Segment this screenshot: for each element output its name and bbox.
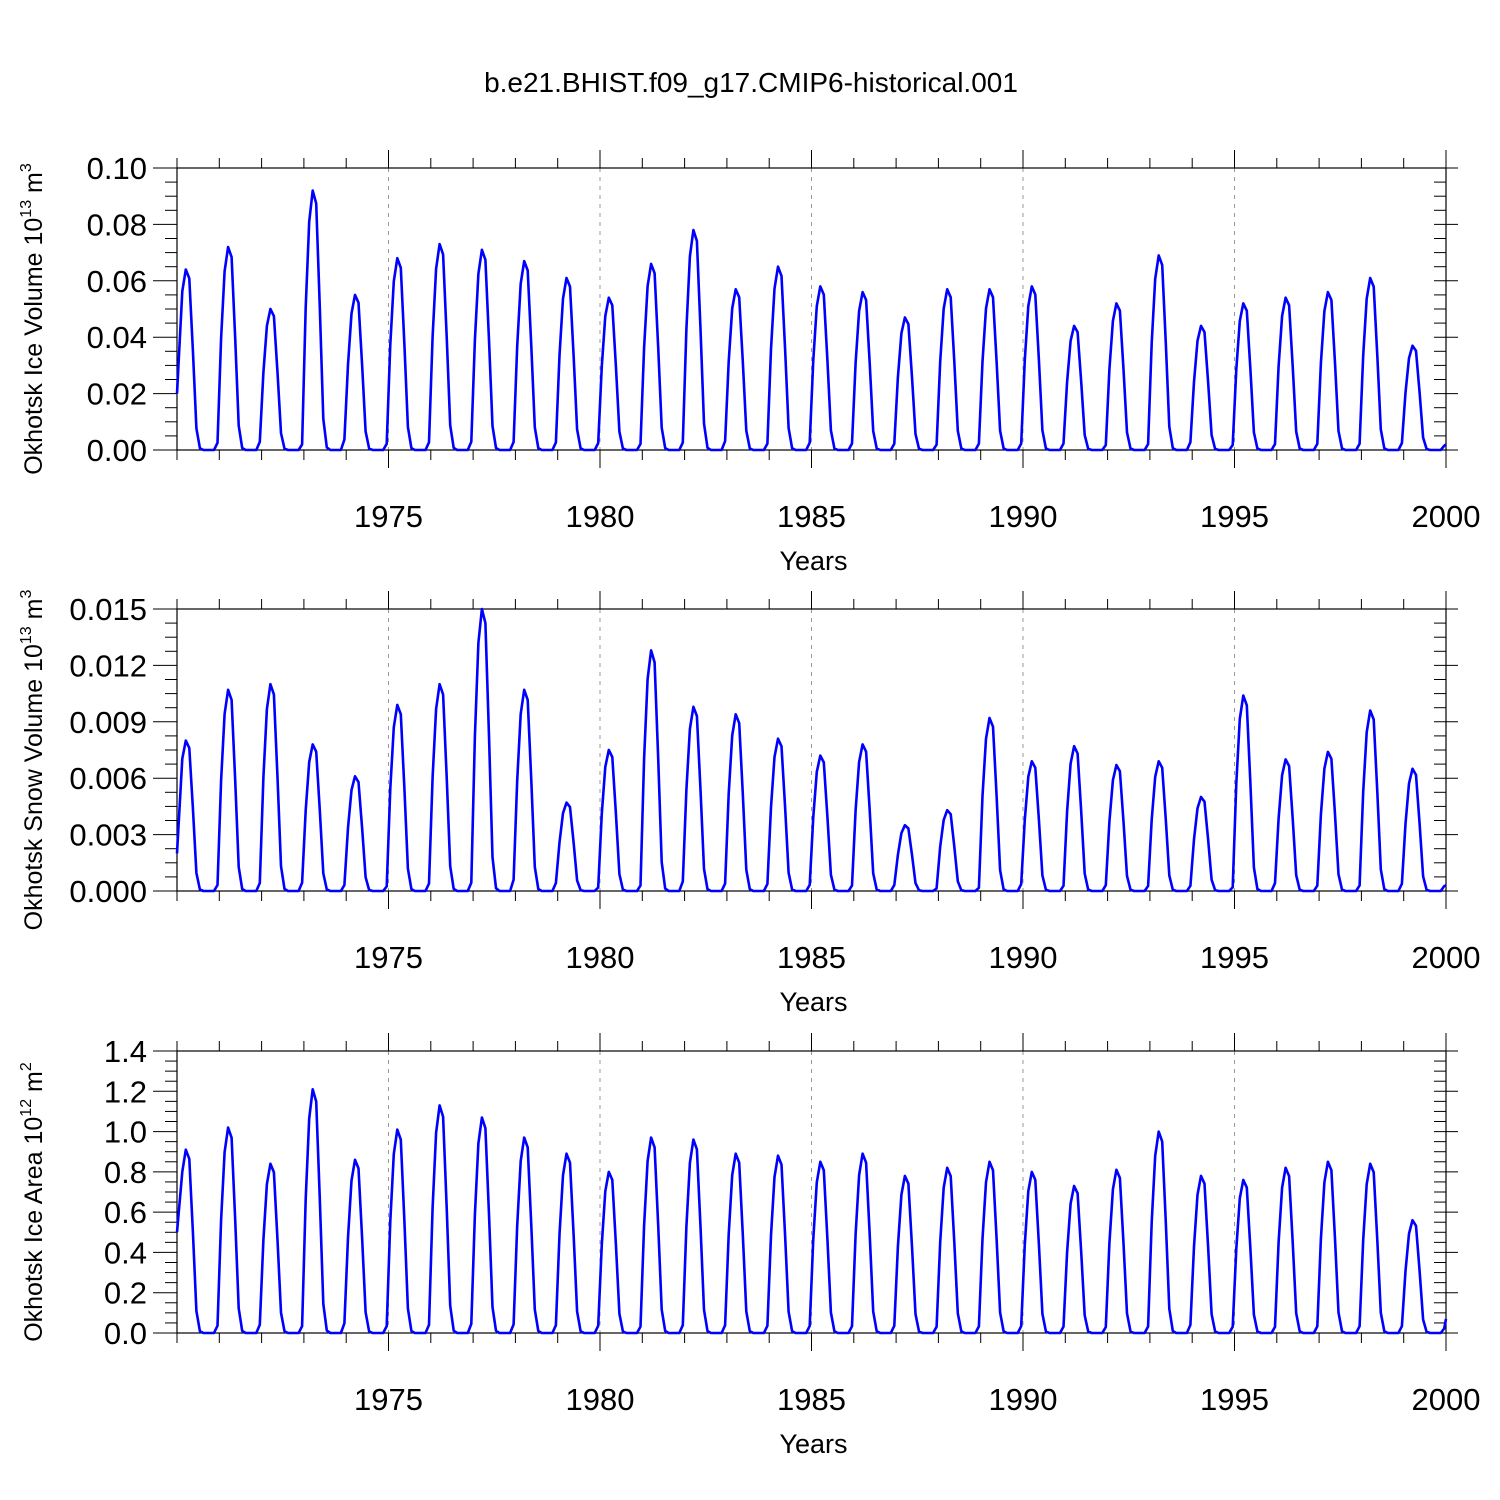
y-tick-label: 0.04	[87, 320, 147, 355]
x-tick-label: 1995	[1200, 940, 1269, 975]
x-tick-label: 2000	[1412, 940, 1481, 975]
y-tick-label: 0.006	[69, 761, 147, 796]
x-axis-label: Years	[779, 1429, 847, 1459]
x-tick-label: 1985	[777, 499, 846, 534]
x-tick-label: 1980	[566, 940, 635, 975]
x-tick-label: 1990	[989, 499, 1058, 534]
chart-panel-3: 0.0 0.2 0.4 0.6 0.8 1.0 1.2 1.4 1975 1980 1985 1990…	[18, 1033, 1480, 1459]
x-tick-label: 1995	[1200, 499, 1269, 534]
chart-panel-2: 0.000 0.003 0.006 0.009 0.012 0.015 1975 1980 19…	[18, 590, 1480, 1017]
x-tick-label: 1975	[354, 1382, 423, 1417]
y-tick-label: 0.6	[104, 1195, 147, 1230]
data-series-line	[175, 1088, 1448, 1335]
y-axis-label: Okhotsk Ice Area 1012 m2	[18, 1062, 48, 1342]
y-tick-label: 0.02	[87, 377, 147, 412]
y-tick-label: 0.4	[104, 1235, 147, 1270]
x-tick-label: 1975	[354, 940, 423, 975]
y-tick-label: 0.06	[87, 264, 147, 299]
data-series-line	[175, 607, 1447, 893]
y-tick-label: 0.10	[87, 151, 147, 186]
y-tick-label: 0.8	[104, 1155, 147, 1190]
x-tick-label: 1980	[566, 1382, 635, 1417]
x-axis-label: Years	[779, 546, 847, 576]
y-tick-label: 1.0	[104, 1115, 147, 1150]
chart-panel-1: 0.00 0.02 0.04 0.06 0.08 0.10 1975 1980 1985 1990…	[18, 150, 1480, 576]
x-tick-label: 1990	[989, 1382, 1058, 1417]
chart-title: b.e21.BHIST.f09_g17.CMIP6-historical.001	[484, 67, 1018, 98]
x-tick-label: 2000	[1412, 499, 1481, 534]
y-tick-label: 0.000	[69, 874, 147, 909]
x-tick-label: 1975	[354, 499, 423, 534]
y-axis-label: Okhotsk Ice Volume 1013 m3	[18, 163, 48, 475]
y-tick-label: 0.012	[69, 648, 147, 683]
y-tick-label: 0.00	[87, 433, 147, 468]
x-tick-label: 1980	[566, 499, 635, 534]
y-tick-label: 0.2	[104, 1276, 147, 1311]
y-axis-label: Okhotsk Snow Volume 1013 m3	[18, 590, 48, 931]
y-tick-label: 1.4	[104, 1034, 147, 1069]
y-tick-label: 0.0	[104, 1316, 147, 1351]
x-tick-label: 1985	[777, 940, 846, 975]
data-series-line	[175, 189, 1447, 452]
y-tick-label: 1.2	[104, 1074, 147, 1109]
y-tick-label: 0.009	[69, 705, 147, 740]
x-tick-label: 1990	[989, 940, 1058, 975]
y-tick-label: 0.003	[69, 818, 147, 853]
x-tick-label: 1995	[1200, 1382, 1269, 1417]
y-tick-label: 0.015	[69, 592, 147, 627]
y-tick-label: 0.08	[87, 207, 147, 242]
chart-panels: 0.00 0.02 0.04 0.06 0.08 0.10 1975 1980 1985 1990…	[18, 150, 1480, 1459]
x-axis-label: Years	[779, 987, 847, 1017]
x-tick-label: 1985	[777, 1382, 846, 1417]
x-tick-label: 2000	[1412, 1382, 1481, 1417]
